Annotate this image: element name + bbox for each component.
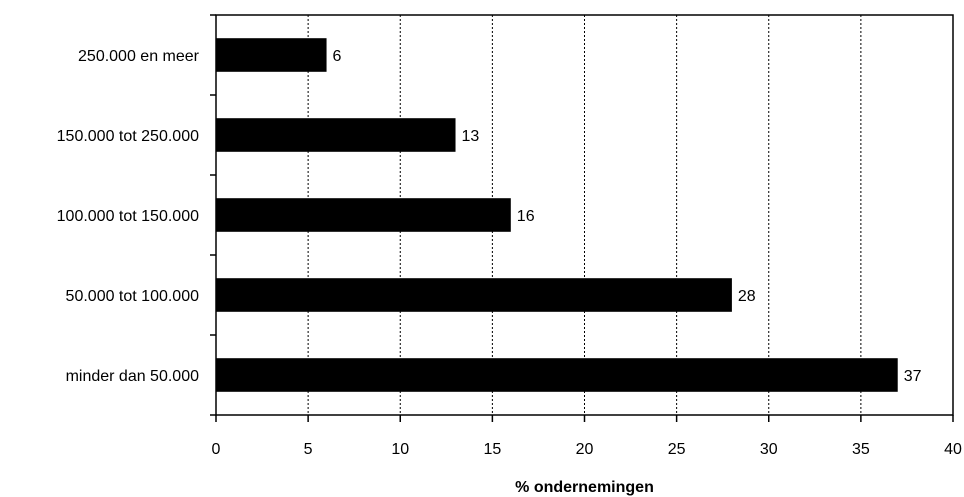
category-label: minder dan 50.000 (66, 368, 200, 385)
x-tick-label: 0 (212, 441, 221, 458)
data-label: 6 (333, 48, 342, 65)
data-label: 13 (462, 128, 480, 145)
data-label: 37 (904, 368, 922, 385)
x-tick-label: 15 (483, 441, 501, 458)
bar (216, 38, 327, 72)
x-axis-ticks (210, 14, 954, 422)
bar (216, 118, 456, 152)
x-tick-label: 25 (668, 441, 686, 458)
x-tick-label: 30 (760, 441, 778, 458)
bar (216, 358, 898, 392)
x-tick-label: 20 (576, 441, 594, 458)
data-label: 16 (517, 208, 535, 225)
x-tick-label: 10 (391, 441, 409, 458)
bar (216, 278, 732, 312)
x-tick-label: 5 (304, 441, 313, 458)
labels: 0 5 10 15 20 25 30 35 40 250.000 en meer 6 150.000 … (57, 48, 962, 458)
category-label: 150.000 tot 250.000 (57, 128, 199, 145)
data-label: 28 (738, 288, 756, 305)
x-tick-label: 40 (944, 441, 962, 458)
category-label: 50.000 tot 100.000 (66, 288, 200, 305)
bar (216, 198, 511, 232)
category-label: 100.000 tot 150.000 (57, 208, 199, 225)
x-tick-label: 35 (852, 441, 870, 458)
x-axis-title: % ondernemingen (515, 479, 654, 496)
category-label: 250.000 en meer (78, 48, 200, 65)
bars (216, 38, 898, 392)
